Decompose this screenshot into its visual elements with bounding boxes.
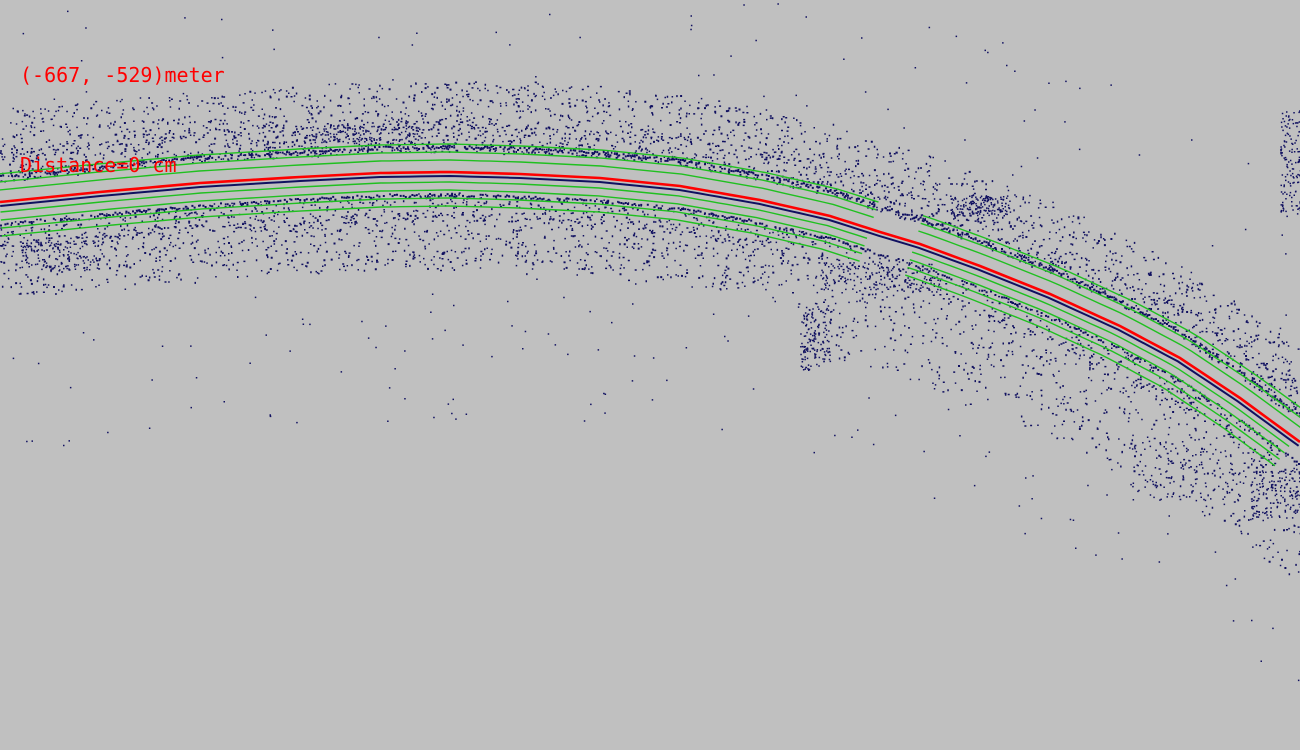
- hud-overlay: (-667, -529)meter Distance=0 cm: [20, 0, 225, 240]
- lane-line: [909, 259, 1285, 454]
- lane-line: [1, 197, 863, 255]
- road-edge-line: [0, 174, 1300, 447]
- lane-line: [0, 159, 874, 219]
- lane-line: [0, 189, 865, 247]
- trajectory-layer: [0, 170, 1300, 444]
- lane-line: [0, 143, 879, 203]
- position-readout: (-667, -529)meter: [20, 63, 225, 87]
- lane-line: [922, 215, 1300, 409]
- lane-line: [1, 205, 860, 262]
- lane-line: [911, 251, 1290, 447]
- distance-readout: Distance=0 cm: [20, 153, 177, 177]
- vehicle-trajectory: [0, 170, 1300, 444]
- lane-line: [904, 274, 1276, 467]
- lane-line: [907, 266, 1281, 460]
- lane-line: [0, 151, 877, 211]
- lane-line: [918, 230, 1300, 429]
- lane-line: [920, 222, 1300, 419]
- lane-line: [0, 181, 868, 239]
- lane-lines-layer: [0, 143, 1300, 467]
